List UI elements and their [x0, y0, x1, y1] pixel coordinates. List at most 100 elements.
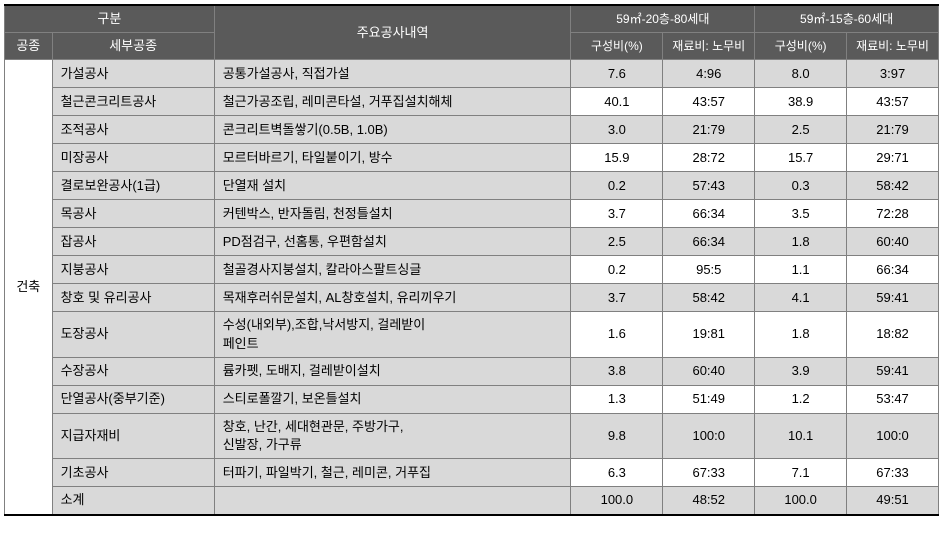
cell-b-ratio: 0.3: [755, 172, 847, 200]
cell-juyo: 모르터바르기, 타일붙이기, 방수: [214, 144, 571, 172]
cell-sebu: 도장공사: [52, 312, 214, 357]
table-row: 도장공사수성(내외부),조합,낙서방지, 걸레받이 페인트1.619:811.8…: [5, 312, 939, 357]
table-row: 건축가설공사공통가설공사, 직접가설7.64:968.03:97: [5, 60, 939, 88]
cell-sebu: 단열공사(중부기준): [52, 385, 214, 413]
cell-a-matlab: 21:79: [663, 116, 755, 144]
cell-juyo: 터파기, 파일박기, 철근, 레미콘, 거푸집: [214, 459, 571, 487]
subtotal-empty: [214, 487, 571, 515]
table-row: 결로보완공사(1급)단열재 설치0.257:430.358:42: [5, 172, 939, 200]
header-juyo: 주요공사내역: [214, 5, 571, 60]
cell-b-matlab: 3:97: [847, 60, 939, 88]
table-row: 단열공사(중부기준)스티로폴깔기, 보온틀설치1.351:491.253:47: [5, 385, 939, 413]
header-b-guseong: 구성비(%): [755, 33, 847, 60]
cell-sebu: 미장공사: [52, 144, 214, 172]
cell-b-matlab: 18:82: [847, 312, 939, 357]
cell-a-ratio: 15.9: [571, 144, 663, 172]
cell-b-matlab: 59:41: [847, 357, 939, 385]
cell-b-ratio: 7.1: [755, 459, 847, 487]
subtotal-value: 49:51: [847, 487, 939, 515]
cell-juyo: 커텐박스, 반자돌림, 천정틀설치: [214, 200, 571, 228]
subtotal-row: 소계100.048:52100.049:51: [5, 487, 939, 515]
cell-a-matlab: 66:34: [663, 228, 755, 256]
table-row: 미장공사모르터바르기, 타일붙이기, 방수15.928:7215.729:71: [5, 144, 939, 172]
cell-a-ratio: 1.6: [571, 312, 663, 357]
table-row: 잡공사PD점검구, 선홈통, 우편함설치2.566:341.860:40: [5, 228, 939, 256]
cell-b-ratio: 38.9: [755, 88, 847, 116]
cell-b-matlab: 58:42: [847, 172, 939, 200]
cell-a-ratio: 0.2: [571, 256, 663, 284]
cell-a-ratio: 1.3: [571, 385, 663, 413]
cell-b-ratio: 3.9: [755, 357, 847, 385]
cell-a-ratio: 0.2: [571, 172, 663, 200]
cell-b-matlab: 100:0: [847, 413, 939, 458]
cell-b-ratio: 4.1: [755, 284, 847, 312]
cell-sebu: 지급자재비: [52, 413, 214, 458]
construction-cost-table: 구분 주요공사내역 59㎡-20층-80세대 59㎡-15층-60세대 공종 세…: [4, 4, 939, 516]
table-row: 창호 및 유리공사목재후러쉬문설치, AL창호설치, 유리끼우기3.758:42…: [5, 284, 939, 312]
subtotal-value: 100.0: [755, 487, 847, 515]
cell-a-ratio: 3.7: [571, 200, 663, 228]
cell-b-matlab: 60:40: [847, 228, 939, 256]
table-row: 철근콘크리트공사철근가공조립, 레미콘타설, 거푸집설치해체40.143:573…: [5, 88, 939, 116]
cell-a-matlab: 19:81: [663, 312, 755, 357]
table-row: 조적공사콘크리트벽돌쌓기(0.5B, 1.0B)3.021:792.521:79: [5, 116, 939, 144]
cell-a-matlab: 60:40: [663, 357, 755, 385]
header-col-b: 59㎡-15층-60세대: [755, 5, 939, 33]
cell-b-matlab: 72:28: [847, 200, 939, 228]
cell-a-matlab: 4:96: [663, 60, 755, 88]
vertical-category: 건축: [5, 60, 53, 515]
cell-sebu: 수장공사: [52, 357, 214, 385]
table-row: 기초공사터파기, 파일박기, 철근, 레미콘, 거푸집6.367:337.167…: [5, 459, 939, 487]
cell-b-ratio: 3.5: [755, 200, 847, 228]
header-a-guseong: 구성비(%): [571, 33, 663, 60]
cell-a-ratio: 9.8: [571, 413, 663, 458]
cell-b-ratio: 10.1: [755, 413, 847, 458]
cell-a-matlab: 43:57: [663, 88, 755, 116]
header-col-a: 59㎡-20층-80세대: [571, 5, 755, 33]
cell-juyo: 스티로폴깔기, 보온틀설치: [214, 385, 571, 413]
cell-b-ratio: 1.1: [755, 256, 847, 284]
cell-a-matlab: 67:33: [663, 459, 755, 487]
cell-juyo: 공통가설공사, 직접가설: [214, 60, 571, 88]
cell-b-ratio: 1.2: [755, 385, 847, 413]
cell-sebu: 지붕공사: [52, 256, 214, 284]
cell-b-matlab: 21:79: [847, 116, 939, 144]
cell-sebu: 기초공사: [52, 459, 214, 487]
cell-juyo: PD점검구, 선홈통, 우편함설치: [214, 228, 571, 256]
cell-juyo: 철골경사지붕설치, 칼라아스팔트싱글: [214, 256, 571, 284]
table-row: 수장공사륨카펫, 도배지, 걸레받이설치3.860:403.959:41: [5, 357, 939, 385]
cell-b-ratio: 8.0: [755, 60, 847, 88]
cell-a-matlab: 66:34: [663, 200, 755, 228]
cell-juyo: 단열재 설치: [214, 172, 571, 200]
header-b-jaeryo: 재료비: 노무비: [847, 33, 939, 60]
cell-b-matlab: 67:33: [847, 459, 939, 487]
cell-a-matlab: 58:42: [663, 284, 755, 312]
header-a-jaeryo: 재료비: 노무비: [663, 33, 755, 60]
header-gongjong: 공종: [5, 33, 53, 60]
cell-b-matlab: 29:71: [847, 144, 939, 172]
cell-a-matlab: 28:72: [663, 144, 755, 172]
header-sebu: 세부공종: [52, 33, 214, 60]
cell-a-matlab: 57:43: [663, 172, 755, 200]
cell-b-ratio: 1.8: [755, 312, 847, 357]
cell-sebu: 결로보완공사(1급): [52, 172, 214, 200]
subtotal-label: 소계: [52, 487, 214, 515]
subtotal-value: 100.0: [571, 487, 663, 515]
cell-sebu: 창호 및 유리공사: [52, 284, 214, 312]
cell-a-ratio: 2.5: [571, 228, 663, 256]
cell-b-matlab: 59:41: [847, 284, 939, 312]
table-row: 목공사커텐박스, 반자돌림, 천정틀설치3.766:343.572:28: [5, 200, 939, 228]
cell-sebu: 목공사: [52, 200, 214, 228]
cell-juyo: 창호, 난간, 세대현관문, 주방가구, 신발장, 가구류: [214, 413, 571, 458]
subtotal-value: 48:52: [663, 487, 755, 515]
table-body: 건축가설공사공통가설공사, 직접가설7.64:968.03:97철근콘크리트공사…: [5, 60, 939, 515]
table-row: 지급자재비창호, 난간, 세대현관문, 주방가구, 신발장, 가구류9.8100…: [5, 413, 939, 458]
cell-b-ratio: 2.5: [755, 116, 847, 144]
cell-juyo: 목재후러쉬문설치, AL창호설치, 유리끼우기: [214, 284, 571, 312]
cell-b-matlab: 43:57: [847, 88, 939, 116]
cell-a-matlab: 95:5: [663, 256, 755, 284]
cell-a-ratio: 3.8: [571, 357, 663, 385]
cell-b-ratio: 1.8: [755, 228, 847, 256]
cell-juyo: 수성(내외부),조합,낙서방지, 걸레받이 페인트: [214, 312, 571, 357]
cell-a-matlab: 100:0: [663, 413, 755, 458]
